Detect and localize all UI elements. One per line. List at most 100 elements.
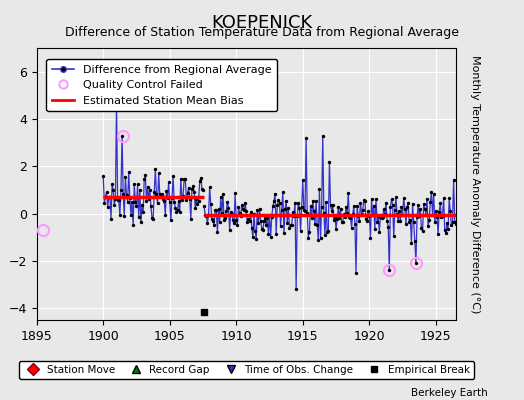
Point [195, 178, 204, 184]
Point [166, 198, 174, 205]
Point [392, 194, 400, 200]
Point [333, 216, 341, 222]
Point [359, 197, 368, 204]
Point [194, 198, 203, 204]
Point [383, 217, 391, 224]
Point [421, 206, 429, 212]
Point [171, 205, 180, 211]
Point [415, 213, 423, 219]
Point [397, 204, 406, 210]
Point [301, 208, 309, 214]
Point [111, 196, 119, 202]
Point [442, 230, 450, 236]
Point [281, 206, 289, 212]
Point [254, 220, 263, 227]
Point [287, 222, 295, 228]
Point [188, 186, 196, 192]
Point [309, 198, 317, 204]
Point [370, 226, 379, 232]
Point [129, 222, 137, 228]
Point [242, 208, 250, 214]
Point [380, 211, 389, 217]
Point [213, 229, 222, 236]
Point [426, 199, 434, 205]
Point [343, 209, 352, 216]
Point [113, 197, 122, 204]
Point [185, 196, 194, 202]
Point [393, 211, 401, 217]
Point [105, 194, 113, 200]
Point [444, 226, 452, 233]
Point [398, 212, 407, 218]
Point [258, 225, 266, 232]
Point [239, 206, 247, 212]
Point [130, 181, 138, 187]
Point [316, 235, 325, 242]
Point [265, 211, 274, 218]
Point [227, 211, 236, 218]
Point [215, 218, 224, 225]
Point [431, 219, 439, 225]
Point [403, 204, 411, 210]
Point [436, 200, 444, 206]
Point [356, 200, 365, 206]
Point [214, 206, 223, 212]
Point [373, 219, 381, 225]
Point [100, 200, 108, 206]
Point [131, 199, 139, 205]
Point [150, 189, 158, 196]
Point [446, 208, 454, 214]
Point [299, 177, 307, 184]
Point [374, 213, 383, 219]
Point [262, 222, 270, 228]
Point [184, 185, 193, 191]
Point [445, 195, 453, 201]
Point [377, 214, 386, 221]
Point [428, 212, 436, 218]
Point [182, 196, 191, 203]
Point [414, 202, 422, 208]
Point [163, 195, 172, 201]
Point [223, 198, 232, 205]
Point [157, 192, 165, 199]
Point [147, 203, 155, 210]
Point [395, 208, 403, 214]
Point [278, 206, 286, 213]
Point [347, 224, 356, 231]
Point [404, 200, 412, 206]
Point [179, 192, 187, 199]
Point [342, 204, 350, 211]
Point [304, 234, 312, 241]
Point [270, 198, 278, 204]
Point [220, 217, 228, 224]
Point [146, 187, 154, 193]
Point [210, 222, 219, 228]
Point [285, 225, 293, 231]
Point [202, 212, 211, 219]
Point [103, 204, 112, 210]
Point [102, 189, 111, 195]
Point [396, 218, 405, 224]
Point [407, 240, 416, 246]
Point [358, 207, 367, 213]
Point [222, 208, 231, 214]
Point [319, 132, 327, 139]
Point [231, 190, 239, 196]
Point [284, 204, 292, 211]
Point [151, 166, 159, 172]
Point [340, 211, 348, 218]
Point [109, 186, 117, 193]
Point [172, 208, 181, 215]
Point [417, 225, 425, 232]
Point [187, 216, 195, 222]
Point [155, 170, 163, 177]
Point [337, 218, 346, 225]
Point [139, 209, 147, 215]
Point [326, 202, 335, 208]
Point [355, 218, 364, 224]
Point [271, 190, 279, 197]
Point [437, 213, 445, 220]
Point [126, 194, 134, 201]
Point [452, 221, 460, 227]
Point [297, 228, 305, 234]
